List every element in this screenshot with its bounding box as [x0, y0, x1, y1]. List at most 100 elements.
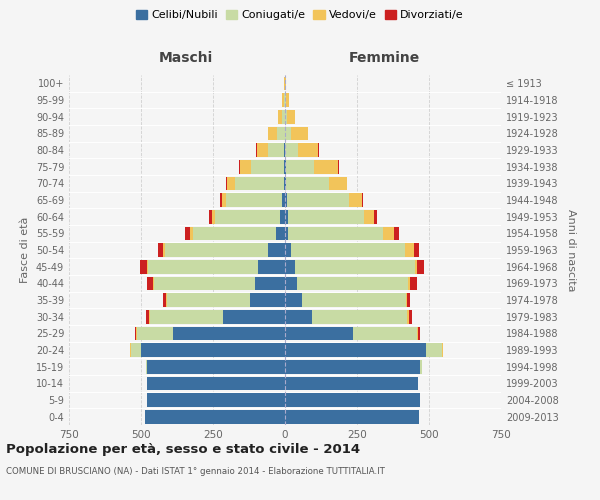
Y-axis label: Anni di nascita: Anni di nascita [566, 208, 575, 291]
Bar [212, 210, 215, 224]
Bar [239, 160, 240, 173]
Bar [329, 176, 347, 190]
Bar [166, 293, 167, 307]
Bar [268, 243, 285, 257]
Y-axis label: Fasce di età: Fasce di età [20, 217, 30, 283]
Bar [223, 310, 285, 324]
Bar [295, 260, 415, 274]
Bar [410, 276, 416, 290]
Bar [287, 110, 295, 124]
Bar [167, 293, 250, 307]
Bar [406, 293, 407, 307]
Bar [287, 193, 349, 207]
Bar [285, 226, 289, 240]
Bar [221, 193, 226, 207]
Bar [292, 243, 405, 257]
Bar [284, 93, 285, 107]
Bar [285, 126, 291, 140]
Bar [314, 160, 338, 173]
Bar [255, 276, 285, 290]
Bar [163, 243, 166, 257]
Bar [288, 210, 364, 224]
Text: COMUNE DI BRUSCIANO (NA) - Dati ISTAT 1° gennaio 2014 - Elaborazione TUTTITALIA.: COMUNE DI BRUSCIANO (NA) - Dati ISTAT 1°… [6, 468, 385, 476]
Bar [173, 326, 285, 340]
Bar [147, 393, 285, 407]
Bar [289, 226, 383, 240]
Bar [148, 260, 257, 274]
Bar [353, 326, 418, 340]
Bar [282, 93, 284, 107]
Bar [407, 310, 409, 324]
Bar [285, 310, 313, 324]
Bar [268, 143, 284, 157]
Bar [285, 243, 292, 257]
Bar [146, 360, 148, 374]
Bar [285, 176, 286, 190]
Bar [251, 160, 284, 173]
Bar [285, 393, 420, 407]
Bar [285, 360, 421, 374]
Bar [137, 326, 173, 340]
Bar [284, 160, 285, 173]
Bar [374, 210, 377, 224]
Bar [421, 360, 422, 374]
Bar [147, 276, 152, 290]
Bar [285, 326, 353, 340]
Bar [408, 276, 410, 290]
Bar [313, 310, 407, 324]
Bar [134, 326, 136, 340]
Bar [154, 276, 255, 290]
Bar [141, 343, 285, 357]
Bar [226, 176, 227, 190]
Bar [278, 110, 282, 124]
Bar [349, 193, 362, 207]
Text: Femmine: Femmine [349, 51, 420, 65]
Bar [405, 243, 414, 257]
Bar [426, 343, 442, 357]
Bar [193, 226, 277, 240]
Bar [394, 226, 399, 240]
Text: Popolazione per età, sesso e stato civile - 2014: Popolazione per età, sesso e stato civil… [6, 442, 360, 456]
Bar [277, 226, 285, 240]
Bar [148, 360, 285, 374]
Bar [158, 243, 163, 257]
Bar [285, 110, 287, 124]
Bar [227, 176, 235, 190]
Bar [282, 110, 285, 124]
Bar [147, 260, 148, 274]
Bar [297, 276, 408, 290]
Bar [285, 376, 418, 390]
Bar [285, 193, 287, 207]
Bar [152, 276, 154, 290]
Bar [257, 143, 268, 157]
Bar [302, 293, 406, 307]
Bar [285, 410, 419, 424]
Bar [209, 210, 212, 224]
Bar [414, 243, 419, 257]
Bar [286, 93, 289, 107]
Bar [418, 260, 424, 274]
Bar [285, 260, 295, 274]
Bar [415, 260, 418, 274]
Bar [282, 193, 285, 207]
Bar [284, 176, 285, 190]
Legend: Celibi/Nubili, Coniugati/e, Vedovi/e, Divorziati/e: Celibi/Nubili, Coniugati/e, Vedovi/e, Di… [132, 6, 468, 25]
Bar [163, 293, 166, 307]
Bar [240, 160, 251, 173]
Bar [226, 193, 282, 207]
Bar [166, 243, 268, 257]
Bar [235, 176, 284, 190]
Bar [285, 276, 297, 290]
Bar [148, 376, 285, 390]
Bar [280, 210, 285, 224]
Bar [418, 326, 420, 340]
Bar [286, 160, 314, 173]
Bar [146, 310, 149, 324]
Bar [285, 343, 426, 357]
Bar [291, 126, 308, 140]
Bar [257, 260, 285, 274]
Bar [364, 210, 374, 224]
Bar [298, 143, 319, 157]
Bar [409, 310, 412, 324]
Bar [407, 293, 410, 307]
